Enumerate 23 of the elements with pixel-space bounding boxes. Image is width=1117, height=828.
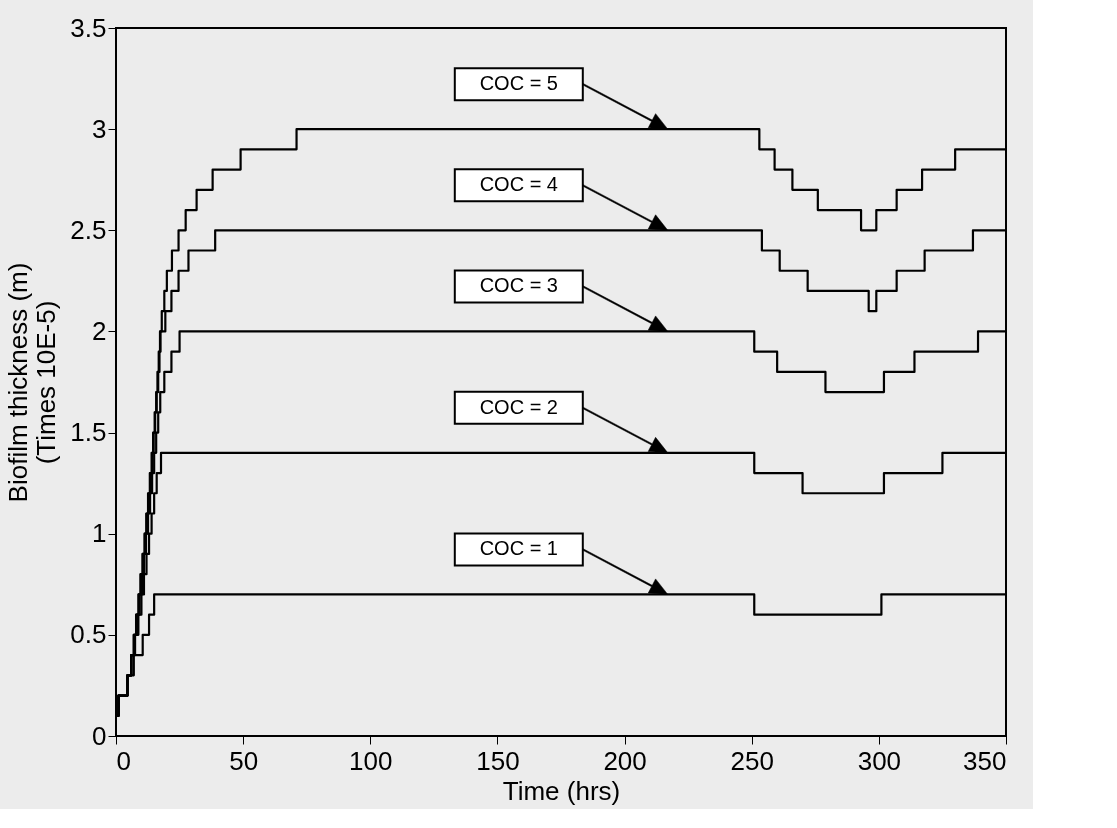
series-label: COC = 1 — [479, 537, 558, 560]
x-tick-label: 0 — [116, 745, 131, 776]
x-axis-title: Time (hrs) — [502, 775, 621, 806]
y-axis-title: Biofilm thickness (m) (Times 10E-5) — [3, 262, 62, 503]
x-tick-label: 100 — [349, 745, 393, 776]
y-tick-label: 3 — [92, 113, 107, 144]
series-label: COC = 4 — [479, 173, 558, 196]
series-label: COC = 2 — [479, 395, 558, 418]
x-tick-label: 50 — [229, 745, 259, 776]
y-tick-label: 1 — [92, 518, 107, 549]
x-tick-label: 250 — [730, 745, 774, 776]
series-label: COC = 5 — [479, 72, 558, 95]
y-tick-label: 3.5 — [70, 12, 107, 43]
x-tick-label: 150 — [476, 745, 520, 776]
x-tick-label: 300 — [857, 745, 902, 776]
x-tick-label: 200 — [603, 745, 647, 776]
y-tick-label: 1.5 — [70, 417, 107, 448]
y-tick-label: 0 — [92, 720, 107, 751]
y-tick-label: 2.5 — [70, 214, 107, 245]
y-tick-label: 2 — [92, 315, 107, 346]
series-label: COC = 3 — [479, 274, 558, 297]
y-tick-label: 0.5 — [70, 619, 107, 650]
x-tick-label: 350 — [963, 745, 1007, 776]
